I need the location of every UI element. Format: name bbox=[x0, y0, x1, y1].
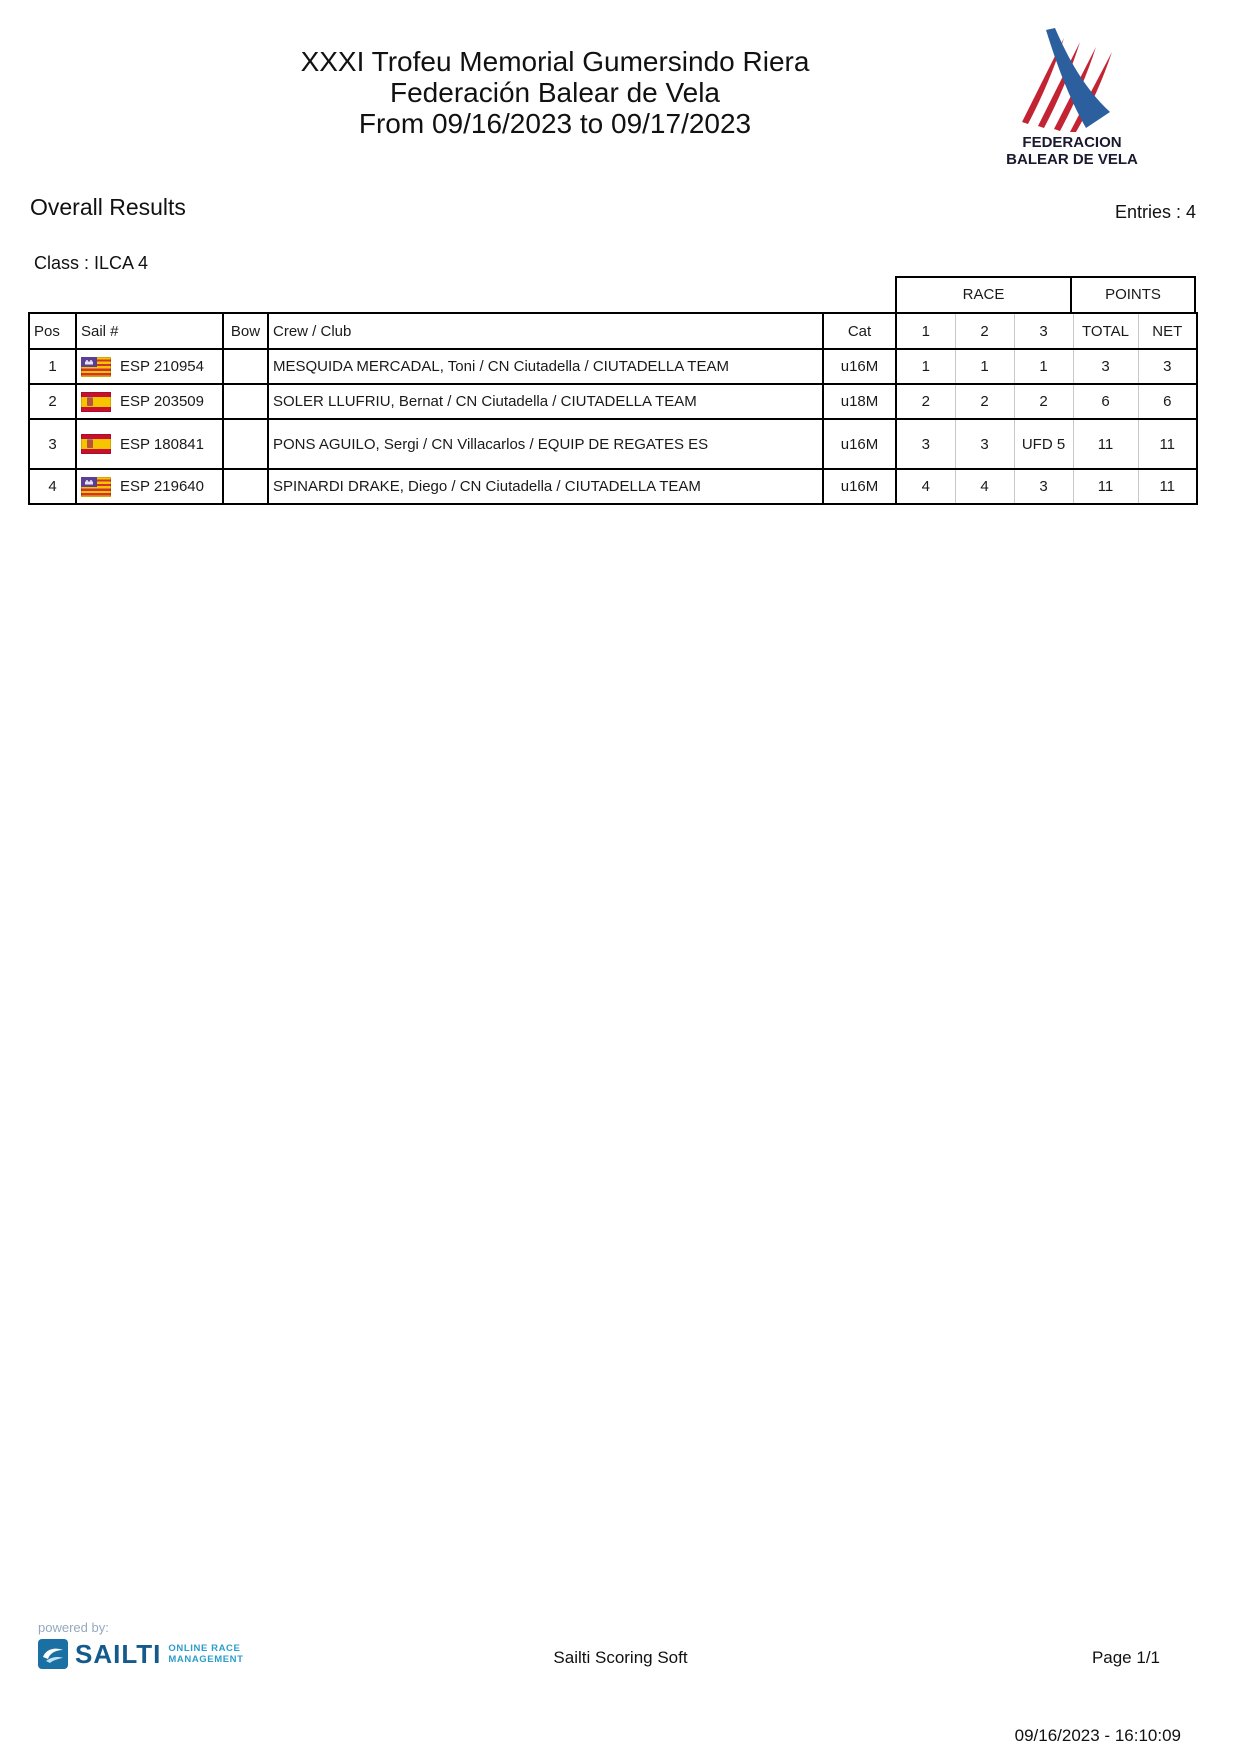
entries-count: Entries : 4 bbox=[1114, 202, 1196, 222]
sailti-wave-icon bbox=[38, 1639, 68, 1669]
cell-race2: 1 bbox=[954, 348, 1014, 384]
cell-race2: 2 bbox=[954, 383, 1014, 419]
cell-race3: 2 bbox=[1013, 383, 1073, 419]
table-header-row: Pos Sail # Bow Crew / Club Cat 1 2 3 TOT… bbox=[28, 312, 1198, 349]
cell-pos: 1 bbox=[28, 348, 76, 384]
race-group-header: RACE bbox=[895, 276, 1072, 312]
sail-number: ESP 219640 bbox=[120, 478, 204, 495]
cell-race1: 4 bbox=[895, 468, 955, 505]
cell-pos: 3 bbox=[28, 418, 76, 469]
print-timestamp: 09/16/2023 - 16:10:09 bbox=[1014, 1726, 1181, 1745]
cell-bow bbox=[222, 418, 268, 469]
cell-total: 11 bbox=[1072, 468, 1138, 505]
cell-cat: u16M bbox=[822, 418, 896, 469]
cell-pos: 4 bbox=[28, 468, 76, 505]
powered-by-label: powered by: bbox=[38, 1620, 109, 1635]
points-group-header: POINTS bbox=[1072, 276, 1196, 312]
sailti-tagline-line1: ONLINE RACE bbox=[168, 1643, 241, 1654]
event-organizer: Federación Balear de Vela bbox=[390, 77, 720, 108]
cell-net: 6 bbox=[1137, 383, 1198, 419]
section-title: Overall Results bbox=[30, 194, 186, 220]
class-header-row: Class : ILCA 4 RACE POINTS bbox=[28, 246, 1196, 312]
sailti-tagline: ONLINE RACE MANAGEMENT bbox=[168, 1643, 243, 1665]
table-row: 3 ESP 180841 PONS AGUILO, Sergi / CN Vil… bbox=[28, 418, 1198, 469]
sailti-tagline-line2: MANAGEMENT bbox=[168, 1654, 244, 1665]
cell-sail: ESP 219640 bbox=[75, 468, 223, 505]
class-label: Class : ILCA 4 bbox=[34, 253, 149, 273]
col-header-race1: 1 bbox=[895, 312, 955, 349]
sail-number: ESP 203509 bbox=[120, 393, 204, 410]
col-header-crew: Crew / Club bbox=[267, 312, 823, 349]
table-row: 1 ESP 210954 MESQUIDA MERCADAL, Toni / C… bbox=[28, 348, 1198, 384]
col-header-pos: Pos bbox=[28, 312, 76, 349]
flag-spain-icon bbox=[81, 434, 111, 454]
col-header-net: NET bbox=[1137, 312, 1198, 349]
cell-race3: 3 bbox=[1013, 468, 1073, 505]
sail-number: ESP 210954 bbox=[120, 358, 204, 375]
page-number: Page 1/1 bbox=[1091, 1648, 1160, 1667]
cell-bow bbox=[222, 383, 268, 419]
federation-sails-icon bbox=[1022, 28, 1112, 132]
cell-net: 11 bbox=[1137, 468, 1198, 505]
cell-race3: 1 bbox=[1013, 348, 1073, 384]
cell-crew: PONS AGUILO, Sergi / CN Villacarlos / EQ… bbox=[267, 418, 823, 469]
cell-net: 11 bbox=[1137, 418, 1198, 469]
cell-crew: SPINARDI DRAKE, Diego / CN Ciutadella / … bbox=[267, 468, 823, 505]
event-title: XXXI Trofeu Memorial Gumersindo Riera bbox=[300, 46, 810, 77]
cell-pos: 2 bbox=[28, 383, 76, 419]
col-header-cat: Cat bbox=[822, 312, 896, 349]
event-dates: From 09/16/2023 to 09/17/2023 bbox=[358, 108, 752, 139]
col-header-race3: 3 bbox=[1013, 312, 1073, 349]
flag-balearic-icon bbox=[81, 476, 111, 497]
table-row: 2 ESP 203509 SOLER LLUFRIU, Bernat / CN … bbox=[28, 383, 1198, 419]
cell-sail: ESP 210954 bbox=[75, 348, 223, 384]
table-row: 4 ESP 219640 SPINARDI DRAKE, Diego / CN … bbox=[28, 468, 1198, 505]
col-header-sail: Sail # bbox=[75, 312, 223, 349]
event-title-block: XXXI Trofeu Memorial Gumersindo Riera Fe… bbox=[0, 46, 1110, 139]
powered-by-block: powered by: SAILTI ONLINE RACE MANAGEMEN… bbox=[38, 1620, 244, 1669]
cell-race3: UFD 5 bbox=[1013, 418, 1073, 469]
flag-balearic-icon bbox=[81, 356, 111, 377]
cell-crew: MESQUIDA MERCADAL, Toni / CN Ciutadella … bbox=[267, 348, 823, 384]
cell-crew: SOLER LLUFRIU, Bernat / CN Ciutadella / … bbox=[267, 383, 823, 419]
sailti-logo-text: SAILTI bbox=[75, 1639, 162, 1669]
federation-logo: FEDERACION BALEAR DE VELA bbox=[1002, 28, 1142, 168]
cell-total: 6 bbox=[1072, 383, 1138, 419]
col-header-bow: Bow bbox=[222, 312, 268, 349]
scoring-soft-label: Sailti Scoring Soft bbox=[553, 1648, 688, 1667]
col-header-race2: 2 bbox=[954, 312, 1014, 349]
cell-sail: ESP 180841 bbox=[75, 418, 223, 469]
cell-total: 3 bbox=[1072, 348, 1138, 384]
cell-total: 11 bbox=[1072, 418, 1138, 469]
sail-number: ESP 180841 bbox=[120, 435, 204, 453]
cell-cat: u18M bbox=[822, 383, 896, 419]
cell-race1: 2 bbox=[895, 383, 955, 419]
cell-net: 3 bbox=[1137, 348, 1198, 384]
cell-race1: 3 bbox=[895, 418, 955, 469]
cell-race2: 4 bbox=[954, 468, 1014, 505]
cell-bow bbox=[222, 468, 268, 505]
flag-spain-icon bbox=[81, 391, 111, 412]
cell-cat: u16M bbox=[822, 348, 896, 384]
federation-name-line1: FEDERACION bbox=[1022, 134, 1122, 151]
cell-race1: 1 bbox=[895, 348, 955, 384]
cell-bow bbox=[222, 348, 268, 384]
cell-sail: ESP 203509 bbox=[75, 383, 223, 419]
federation-name-line2: BALEAR DE VELA bbox=[1006, 151, 1138, 168]
col-header-total: TOTAL bbox=[1072, 312, 1138, 349]
cell-cat: u16M bbox=[822, 468, 896, 505]
cell-race2: 3 bbox=[954, 418, 1014, 469]
results-table: Pos Sail # Bow Crew / Club Cat 1 2 3 TOT… bbox=[28, 312, 1198, 505]
